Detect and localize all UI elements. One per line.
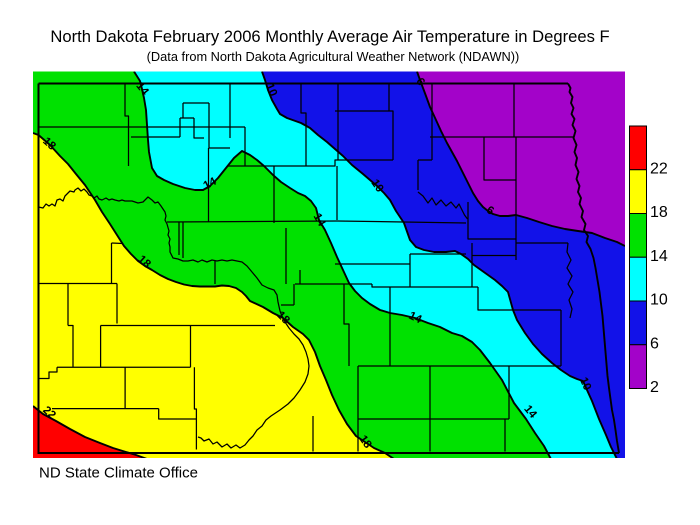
svg-text:10: 10 [577,376,593,393]
svg-text:14: 14 [202,175,219,192]
svg-text:2: 2 [650,379,659,396]
svg-text:14: 14 [650,248,668,265]
svg-text:14: 14 [407,310,424,327]
svg-text:6: 6 [484,204,496,218]
svg-text:6: 6 [650,335,659,352]
svg-text:10: 10 [263,82,279,99]
svg-text:10: 10 [650,292,668,309]
svg-text:14: 14 [311,211,328,229]
svg-text:North Dakota February 2006 Mon: North Dakota February 2006 Monthly Avera… [50,27,609,46]
svg-text:22: 22 [650,160,668,177]
svg-text:(Data from North Dakota Agricu: (Data from North Dakota Agricultural Wea… [147,49,520,64]
svg-text:18: 18 [650,204,668,221]
svg-text:ND State Climate Office: ND State Climate Office [39,465,198,482]
